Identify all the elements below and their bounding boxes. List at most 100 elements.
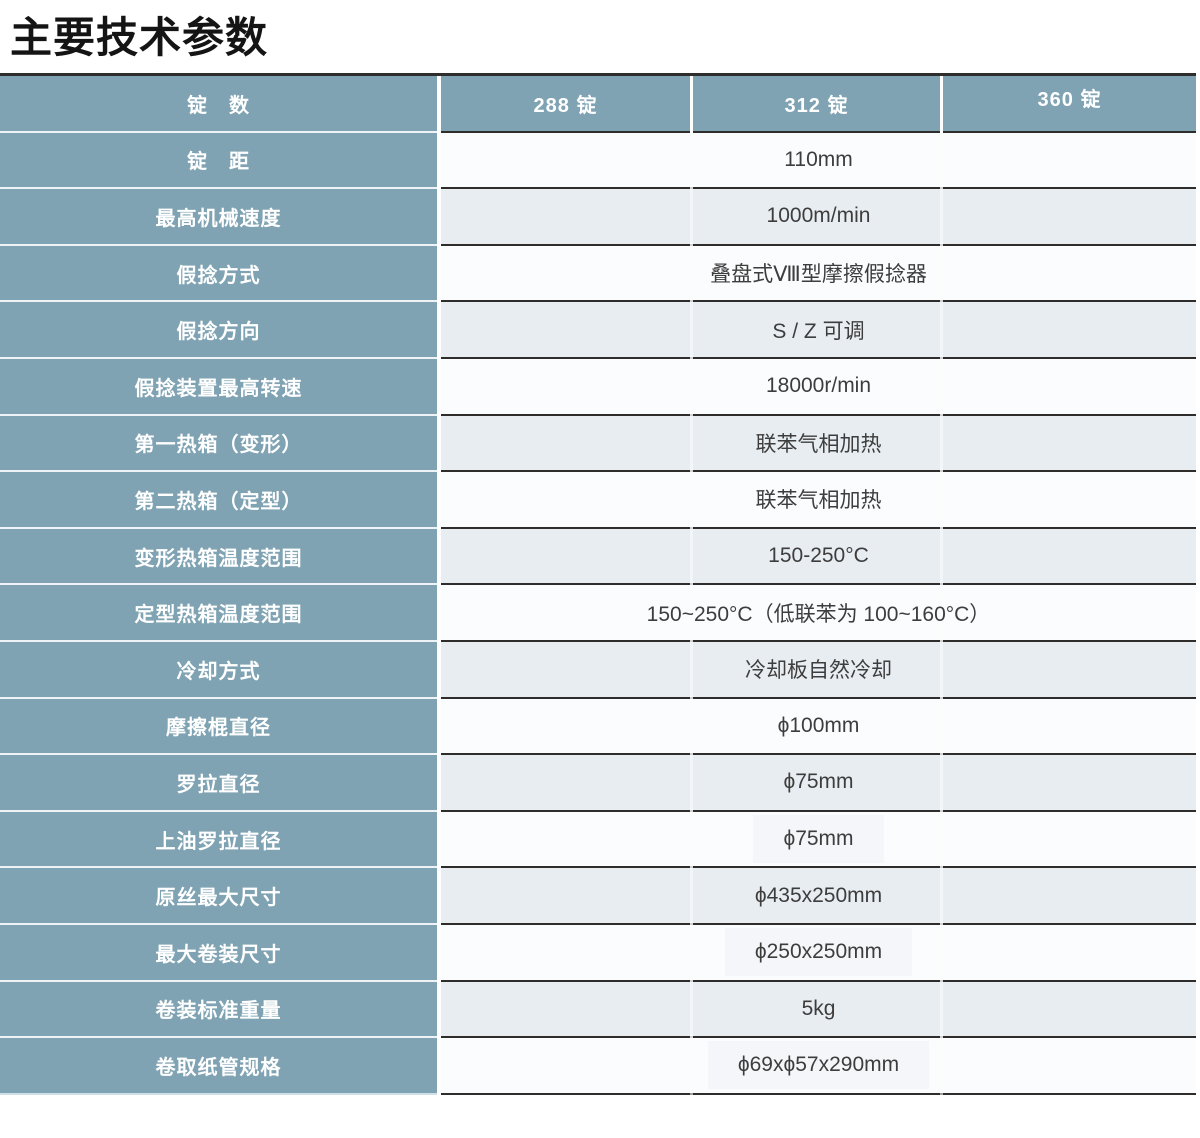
spec-label: 第一热箱（变形） bbox=[134, 434, 303, 457]
spec-value-text: ϕ75mm bbox=[753, 815, 884, 864]
spec-value-cell: ϕ75mm bbox=[441, 752, 1196, 813]
column-divider bbox=[940, 76, 943, 133]
column-guide-line bbox=[690, 355, 693, 417]
spec-value-cell: 5kg bbox=[441, 978, 1196, 1039]
table-row: 罗拉直径 ϕ75mm bbox=[0, 752, 1196, 813]
spec-value-cell: ϕ435x250mm bbox=[441, 865, 1196, 926]
spec-label-cell: 上油罗拉直径 bbox=[0, 811, 437, 869]
column-divider bbox=[437, 1038, 441, 1095]
column-divider bbox=[437, 698, 441, 756]
table-row: 摩擦棍直径 ϕ100mm bbox=[0, 695, 1196, 756]
table-row: 假捻装置最高转速 18000r/min bbox=[0, 355, 1196, 417]
column-guide-line bbox=[940, 469, 943, 530]
table-row: 第二热箱（定型） 联苯气相加热 bbox=[0, 469, 1196, 530]
spec-value-text: S / Z 可调 bbox=[772, 319, 865, 343]
spec-label-cell: 假捻方式 bbox=[0, 245, 437, 303]
column-guide-line bbox=[940, 582, 943, 643]
table-row: 变形热箱温度范围 150-250°C bbox=[0, 525, 1196, 586]
spec-label: 摩擦棍直径 bbox=[166, 717, 271, 740]
column-guide-line bbox=[940, 638, 943, 700]
spec-value-text: 联苯气相加热 bbox=[755, 432, 882, 456]
header-label-cell: 锭 数 bbox=[0, 76, 437, 133]
table-row: 定型热箱温度范围 150~250°C（低联苯为 100~160°C） bbox=[0, 582, 1196, 643]
spec-value-cell: ϕ100mm bbox=[441, 695, 1196, 756]
column-guide-line bbox=[940, 412, 943, 473]
column-guide-line bbox=[940, 978, 943, 1039]
spec-value-cell: ϕ250x250mm bbox=[441, 921, 1196, 983]
spec-label-cell: 原丝最大尺寸 bbox=[0, 868, 437, 925]
spec-value-cell: 联苯气相加热 bbox=[441, 469, 1196, 530]
spec-label-cell: 锭 距 bbox=[0, 132, 437, 190]
table-row: 上油罗拉直径 ϕ75mm bbox=[0, 808, 1196, 869]
spec-label: 卷装标准重量 bbox=[155, 1000, 282, 1023]
spec-label: 冷却方式 bbox=[176, 660, 261, 683]
spec-value-cell: 110mm bbox=[441, 129, 1196, 190]
spec-value-cell: 叠盘式Ⅷ型摩擦假捻器 bbox=[441, 242, 1196, 303]
column-guide-line bbox=[690, 582, 693, 643]
spec-value-text: 150-250°C bbox=[768, 544, 869, 568]
table-row: 假捻方式 叠盘式Ⅷ型摩擦假捻器 bbox=[0, 242, 1196, 303]
spec-label: 原丝最大尺寸 bbox=[155, 887, 282, 910]
spec-value-cell: 1000m/min bbox=[441, 186, 1196, 247]
header-col-312-label: 312 锭 bbox=[784, 94, 849, 117]
column-divider bbox=[690, 76, 693, 133]
column-divider bbox=[437, 245, 441, 303]
spec-value-text: 18000r/min bbox=[765, 374, 872, 398]
column-guide-line bbox=[690, 638, 693, 700]
spec-value-cell: 联苯气相加热 bbox=[441, 412, 1196, 473]
spec-value-text: 1000m/min bbox=[766, 204, 871, 228]
spec-value-text: 联苯气相加热 bbox=[755, 489, 882, 513]
spec-value-cell: 150~250°C（低联苯为 100~160°C） bbox=[441, 582, 1196, 643]
spec-value-text: ϕ100mm bbox=[777, 713, 860, 737]
spec-label: 第二热箱（定型） bbox=[134, 490, 303, 513]
column-divider bbox=[437, 76, 441, 133]
spec-value-text: 110mm bbox=[784, 147, 853, 171]
spec-value-text: 冷却板自然冷却 bbox=[745, 659, 892, 683]
spec-label-cell: 假捻方向 bbox=[0, 302, 437, 359]
column-guide-line bbox=[940, 808, 943, 869]
table-body: 锭 距 110mm 最高机械速度 1000m/min 假捻方式 叠盘式Ⅷ型摩擦假… bbox=[0, 129, 1196, 1096]
spec-table: 锭 数 288 锭 312 锭 360 锭 锭 距 110mm bbox=[0, 73, 1196, 1096]
column-guide-line bbox=[690, 412, 693, 473]
spec-label-cell: 最高机械速度 bbox=[0, 189, 437, 246]
column-divider bbox=[437, 472, 441, 529]
column-guide-line bbox=[940, 865, 943, 926]
column-divider bbox=[437, 585, 441, 642]
column-divider bbox=[437, 868, 441, 925]
column-guide-line bbox=[690, 1035, 693, 1096]
table-row: 卷装标准重量 5kg bbox=[0, 978, 1196, 1039]
page-title: 主要技术参数 bbox=[10, 14, 269, 61]
spec-value-text: 叠盘式Ⅷ型摩擦假捻器 bbox=[710, 263, 927, 287]
spec-label: 卷取纸管规格 bbox=[155, 1056, 282, 1079]
column-guide-line bbox=[940, 186, 943, 247]
spec-value-cell: 冷却板自然冷却 bbox=[441, 638, 1196, 700]
spec-label: 最高机械速度 bbox=[155, 207, 282, 230]
column-guide-line bbox=[940, 752, 943, 813]
column-guide-line bbox=[690, 921, 693, 983]
spec-label: 锭 距 bbox=[187, 151, 250, 174]
spec-value-cell: ϕ75mm bbox=[441, 808, 1196, 869]
column-guide-line bbox=[690, 469, 693, 530]
header-label: 锭 数 bbox=[187, 94, 250, 117]
header-col-312: 312 锭 bbox=[693, 76, 940, 133]
column-guide-line bbox=[940, 299, 943, 360]
column-guide-line bbox=[940, 921, 943, 983]
column-guide-line bbox=[690, 129, 693, 190]
spec-label-cell: 最大卷装尺寸 bbox=[0, 924, 437, 982]
column-guide-line bbox=[690, 299, 693, 360]
column-divider bbox=[437, 132, 441, 190]
spec-label-cell: 罗拉直径 bbox=[0, 755, 437, 812]
column-divider bbox=[437, 302, 441, 359]
column-guide-line bbox=[940, 525, 943, 586]
spec-label-cell: 变形热箱温度范围 bbox=[0, 528, 437, 586]
spec-label: 假捻方向 bbox=[176, 321, 261, 344]
spec-label-cell: 第二热箱（定型） bbox=[0, 472, 437, 529]
column-guide-line bbox=[690, 752, 693, 813]
column-guide-line bbox=[690, 978, 693, 1039]
table-row: 原丝最大尺寸 ϕ435x250mm bbox=[0, 865, 1196, 926]
spec-label-cell: 卷装标准重量 bbox=[0, 981, 437, 1039]
header-col-360: 360 锭 bbox=[943, 76, 1196, 133]
column-divider bbox=[437, 528, 441, 586]
table-row: 假捻方向 S / Z 可调 bbox=[0, 299, 1196, 360]
spec-label: 上油罗拉直径 bbox=[155, 830, 282, 853]
